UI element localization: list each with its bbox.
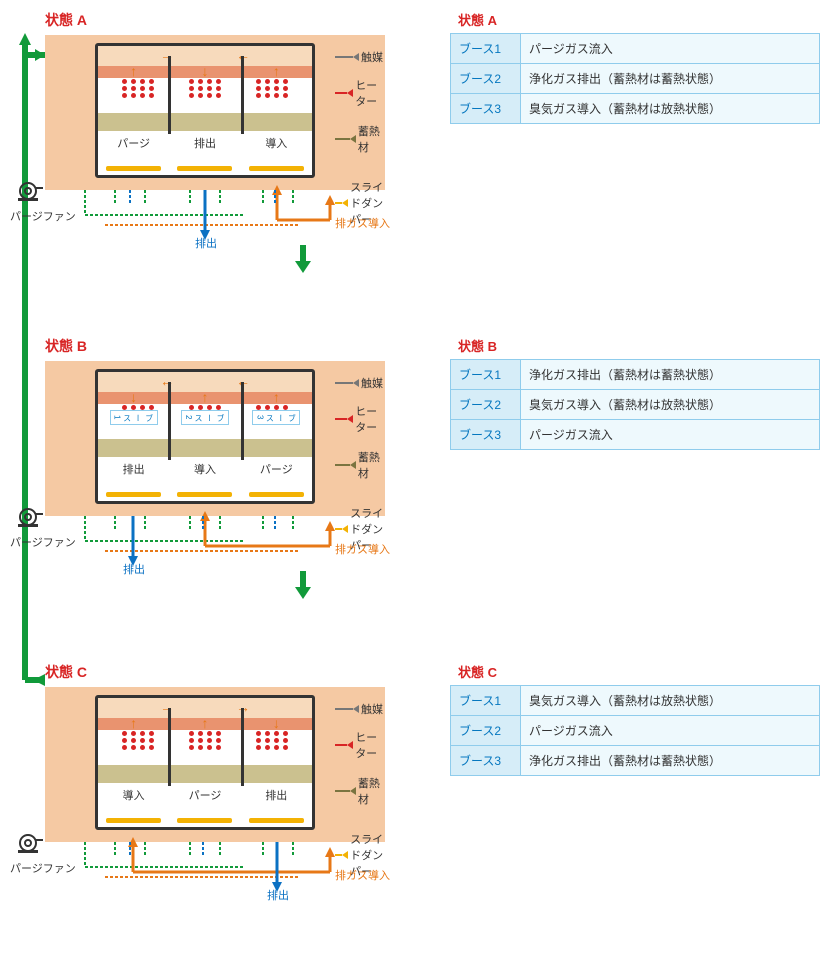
legend-heater: ヒーター — [355, 729, 385, 761]
flow-arrow-icon: ← — [160, 374, 174, 388]
state-title-left: 状態 C — [45, 662, 450, 682]
reactor-diagram: → ← ↑↓↑ パージ排出導入 — [45, 35, 385, 190]
exhaust-gas-in-label: 排ガス導入 — [335, 215, 390, 231]
table-value-cell: 浄化ガス排出（蓄熱材は蓄熱状態） — [521, 746, 820, 776]
table-header-cell: ブース1 — [451, 360, 521, 390]
slide-damper-icon — [249, 166, 304, 171]
state-title-left: 状態 B — [45, 336, 450, 356]
chamber: → → ↑↑↓ 導入パージ排出 — [95, 695, 315, 830]
reactor-diagram: ← ← ↓↑↑ ブース1ブース2ブース3 排出導入パージ — [45, 361, 385, 516]
table-header-cell: ブース1 — [451, 34, 521, 64]
slide-damper-icon — [249, 818, 304, 823]
purge-fan-icon — [15, 180, 43, 202]
legend-heater: ヒーター — [355, 403, 385, 435]
slide-damper-icon — [106, 166, 161, 171]
legend-heater: ヒーター — [355, 77, 385, 109]
flow-arrow-icon: ↑ — [273, 63, 280, 79]
booth-bottom-label: パージ — [169, 787, 240, 803]
table-header-cell: ブース3 — [451, 420, 521, 450]
state-C: 状態 C → → ↑↑↓ 導入パージ排出 — [10, 662, 824, 902]
table-header-cell: ブース2 — [451, 716, 521, 746]
booth-bottom-label: 導入 — [241, 135, 312, 151]
purge-fan-icon — [15, 506, 43, 528]
legend-heat-storage: 蓄熱材 — [358, 449, 385, 481]
table-value-cell: 臭気ガス導入（蓄熱材は放熱状態） — [521, 686, 820, 716]
state-title-right: 状態 C — [458, 662, 820, 681]
table-header-cell: ブース2 — [451, 390, 521, 420]
booth-inner-label: ブース1 — [110, 410, 158, 425]
slide-damper-icon — [106, 818, 161, 823]
exhaust-gas-in-label: 排ガス導入 — [335, 541, 390, 557]
booth-bottom-label: 排出 — [98, 461, 169, 477]
state-B: 状態 B ← ← ↓↑↑ ブース1ブース2ブース3 排出導入パージ — [10, 336, 824, 607]
booth-bottom-label: 導入 — [169, 461, 240, 477]
table-value-cell: パージガス流入 — [521, 34, 820, 64]
flow-arrow-icon: ↓ — [201, 63, 208, 79]
purge-fan-icon — [15, 832, 43, 854]
exhaust-gas-in-label: 排ガス導入 — [335, 867, 390, 883]
chamber: ← ← ↓↑↑ ブース1ブース2ブース3 排出導入パージ — [95, 369, 315, 504]
legend-heat-storage: 蓄熱材 — [358, 123, 385, 155]
slide-damper-icon — [177, 492, 232, 497]
booth-inner-label: ブース2 — [181, 410, 229, 425]
state-A: 状態 A → ← ↑↓↑ パージ排出導入 — [10, 10, 824, 281]
legend-catalyst: 触媒 — [361, 49, 383, 65]
flow-arrow-icon: ↑ — [130, 715, 137, 731]
booth-inner-label: ブース3 — [252, 410, 300, 425]
booth-bottom-label: パージ — [98, 135, 169, 151]
slide-damper-icon — [177, 818, 232, 823]
chamber: → ← ↑↓↑ パージ排出導入 — [95, 43, 315, 178]
table-value-cell: 浄化ガス排出（蓄熱材は蓄熱状態） — [521, 64, 820, 94]
table-header-cell: ブース3 — [451, 94, 521, 124]
booth-bottom-label: 導入 — [98, 787, 169, 803]
flow-arrow-icon: → — [160, 700, 174, 714]
legend-catalyst: 触媒 — [361, 701, 383, 717]
table-value-cell: 浄化ガス排出（蓄熱材は蓄熱状態） — [521, 360, 820, 390]
table-value-cell: 臭気ガス導入（蓄熱材は放熱状態） — [521, 390, 820, 420]
table-header-cell: ブース3 — [451, 746, 521, 776]
table-value-cell: パージガス流入 — [521, 716, 820, 746]
booth-bottom-label: パージ — [241, 461, 312, 477]
table-header-cell: ブース2 — [451, 64, 521, 94]
booth-bottom-label: 排出 — [169, 135, 240, 151]
flow-arrow-icon: ↑ — [201, 389, 208, 405]
slide-damper-icon — [177, 166, 232, 171]
table-header-cell: ブース1 — [451, 686, 521, 716]
state-table: ブース1臭気ガス導入（蓄熱材は放熱状態）ブース2パージガス流入ブース3浄化ガス排… — [450, 685, 820, 776]
legend-catalyst: 触媒 — [361, 375, 383, 391]
flow-arrow-icon: → — [160, 48, 174, 62]
state-table: ブース1浄化ガス排出（蓄熱材は蓄熱状態）ブース2臭気ガス導入（蓄熱材は放熱状態）… — [450, 359, 820, 450]
state-table: ブース1パージガス流入ブース2浄化ガス排出（蓄熱材は蓄熱状態）ブース3臭気ガス導… — [450, 33, 820, 124]
state-title-right: 状態 A — [458, 10, 820, 29]
flow-arrow-icon: ↓ — [130, 389, 137, 405]
flow-arrow-icon: ↑ — [130, 63, 137, 79]
table-value-cell: パージガス流入 — [521, 420, 820, 450]
discharge-label: 排出 — [267, 887, 289, 903]
discharge-label: 排出 — [195, 235, 217, 251]
flow-arrow-icon: ↑ — [273, 389, 280, 405]
table-value-cell: 臭気ガス導入（蓄熱材は放熱状態） — [521, 94, 820, 124]
booth-bottom-label: 排出 — [241, 787, 312, 803]
flow-arrow-icon: ↓ — [273, 715, 280, 731]
legend-heat-storage: 蓄熱材 — [358, 775, 385, 807]
discharge-label: 排出 — [123, 561, 145, 577]
reactor-diagram: → → ↑↑↓ 導入パージ排出 — [45, 687, 385, 842]
state-title-right: 状態 B — [458, 336, 820, 355]
slide-damper-icon — [249, 492, 304, 497]
slide-damper-icon — [106, 492, 161, 497]
flow-arrow-icon: ↑ — [201, 715, 208, 731]
state-title-left: 状態 A — [45, 10, 450, 30]
